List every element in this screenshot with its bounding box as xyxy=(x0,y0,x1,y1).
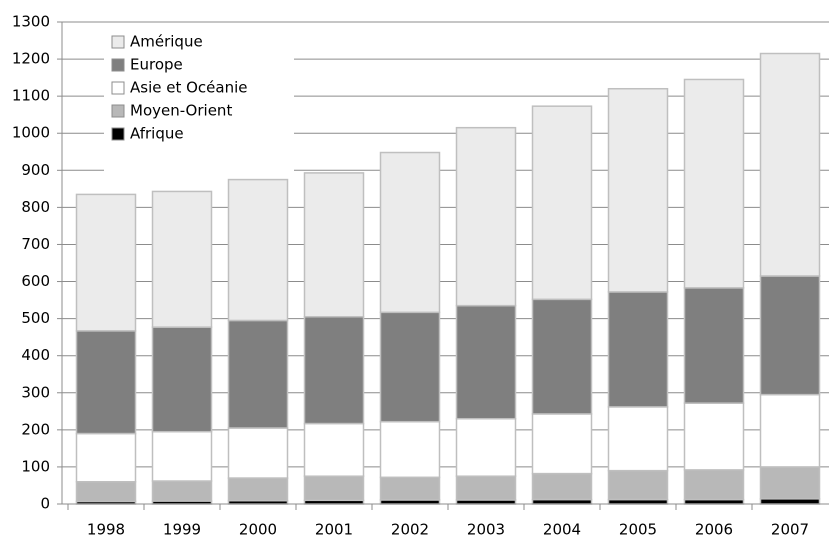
bar-segment xyxy=(227,477,289,502)
legend-label: Moyen-Orient xyxy=(130,102,232,120)
legend-swatch xyxy=(111,127,125,141)
bar-segment xyxy=(607,87,669,293)
bar-segment xyxy=(151,326,213,433)
y-tick-label: 1200 xyxy=(12,50,50,68)
y-tick-label: 200 xyxy=(21,420,50,438)
bar-segment xyxy=(759,466,821,500)
bar-segment xyxy=(531,298,593,415)
bar-segment xyxy=(531,105,593,301)
x-tick-label: 2005 xyxy=(619,521,657,539)
legend-swatch xyxy=(111,104,125,118)
x-tick-label: 1999 xyxy=(163,521,201,539)
y-tick-label: 1300 xyxy=(12,13,50,31)
x-tick-label: 2002 xyxy=(391,521,429,539)
bar-segment xyxy=(683,469,745,501)
bar-segment xyxy=(607,469,669,501)
x-tick-label: 2006 xyxy=(695,521,733,539)
x-tick-label: 2001 xyxy=(315,521,353,539)
bar-segment xyxy=(75,193,137,332)
legend-label: Afrique xyxy=(130,125,184,143)
bar-segment xyxy=(455,475,517,501)
legend-swatch xyxy=(111,58,125,72)
legend-label: Europe xyxy=(130,56,183,74)
x-tick-label: 2000 xyxy=(239,521,277,539)
bar-segment xyxy=(607,291,669,408)
bar-segment xyxy=(379,311,441,423)
bar-segment xyxy=(75,481,137,503)
x-tick-label: 2004 xyxy=(543,521,581,539)
legend-box xyxy=(104,30,294,172)
y-tick-label: 100 xyxy=(21,457,50,475)
x-tick-label: 2007 xyxy=(771,521,809,539)
bar-segment xyxy=(759,52,821,277)
bar-segment xyxy=(303,172,365,318)
y-tick-label: 600 xyxy=(21,272,50,290)
bar-segment xyxy=(151,430,213,482)
legend-swatch xyxy=(111,35,125,49)
bar-segment xyxy=(683,287,745,404)
x-tick-label: 1998 xyxy=(87,521,125,539)
y-tick-label: 400 xyxy=(21,346,50,364)
bar-segment xyxy=(227,427,289,479)
bar-segment xyxy=(531,413,593,475)
bar-segment xyxy=(303,475,365,502)
y-tick-label: 0 xyxy=(40,495,50,513)
legend-label: Amérique xyxy=(130,33,203,51)
bar-segment xyxy=(455,126,517,307)
y-tick-label: 900 xyxy=(21,161,50,179)
bar-segment xyxy=(151,480,213,502)
legend-label: Asie et Océanie xyxy=(130,79,248,97)
bar-segment xyxy=(455,304,517,420)
x-tick-label: 2003 xyxy=(467,521,505,539)
bar-segment xyxy=(683,78,745,289)
bar-segment xyxy=(531,472,593,501)
bar-segment xyxy=(455,417,517,477)
y-tick-label: 300 xyxy=(21,383,50,401)
bar-segment xyxy=(607,406,669,472)
y-tick-label: 500 xyxy=(21,309,50,327)
legend-swatch xyxy=(111,81,125,95)
bar-segment xyxy=(75,432,137,483)
bar-segment xyxy=(759,498,821,505)
bar-segment xyxy=(379,476,441,501)
y-tick-label: 700 xyxy=(21,235,50,253)
bar-segment xyxy=(75,330,137,435)
bar-segment xyxy=(379,420,441,479)
bar-segment xyxy=(759,393,821,468)
bar-segment xyxy=(303,422,365,477)
y-tick-label: 800 xyxy=(21,198,50,216)
y-tick-label: 1100 xyxy=(12,87,50,105)
bar-segment xyxy=(227,178,289,322)
bar-segment xyxy=(759,275,821,396)
bar-segment xyxy=(227,319,289,429)
bar-segment xyxy=(379,151,441,314)
bar-segment xyxy=(683,402,745,471)
bar-segment xyxy=(303,316,365,425)
bar-segment xyxy=(151,190,213,328)
y-tick-label: 1000 xyxy=(12,124,50,142)
